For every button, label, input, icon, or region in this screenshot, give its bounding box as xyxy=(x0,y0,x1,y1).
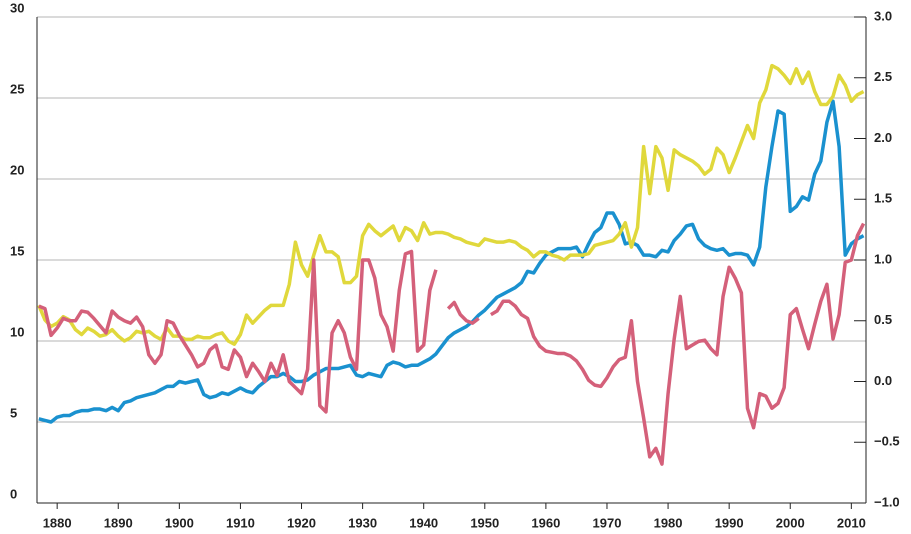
x-tick-label: 1940 xyxy=(409,515,438,530)
y2-tick-label: 2.0 xyxy=(874,130,892,145)
series-line xyxy=(38,99,865,424)
y-tick-label: 5 xyxy=(10,405,17,420)
x-tick-label: 1990 xyxy=(715,515,744,530)
y-tick-label: 20 xyxy=(10,162,24,177)
y2-tick-label: 3.0 xyxy=(874,8,892,23)
x-tick-label: 1980 xyxy=(654,515,683,530)
x-tick-label: 1900 xyxy=(165,515,194,530)
y-tick-label: 30 xyxy=(10,0,24,15)
x-tick-label: 1970 xyxy=(593,515,622,530)
x-tick-label: 1890 xyxy=(104,515,133,530)
y2-tick-label: 1.5 xyxy=(874,191,892,206)
x-tick-label: 2010 xyxy=(837,515,866,530)
y-tick-label: 15 xyxy=(10,243,24,258)
y2-tick-label: 1.0 xyxy=(874,251,892,266)
y2-tick-label: −0.5 xyxy=(874,434,900,449)
y2-tick-label: 0.5 xyxy=(874,312,892,327)
y2-tick-label: −1.0 xyxy=(874,494,900,509)
x-tick-label: 1920 xyxy=(287,515,316,530)
y-tick-label: 25 xyxy=(10,81,24,96)
x-tick-label: 1930 xyxy=(348,515,377,530)
y-tick-label: 0 xyxy=(10,486,17,501)
x-tick-label: 1910 xyxy=(226,515,255,530)
series-line xyxy=(38,222,866,466)
x-tick-label: 1960 xyxy=(531,515,560,530)
x-tick-label: 1880 xyxy=(43,515,72,530)
x-tick-label: 2000 xyxy=(776,515,805,530)
series-line xyxy=(37,63,865,346)
x-tick-label: 1950 xyxy=(470,515,499,530)
y2-tick-label: 0.0 xyxy=(874,373,892,388)
y-tick-label: 10 xyxy=(10,324,24,339)
y2-tick-label: 2.5 xyxy=(874,69,892,84)
